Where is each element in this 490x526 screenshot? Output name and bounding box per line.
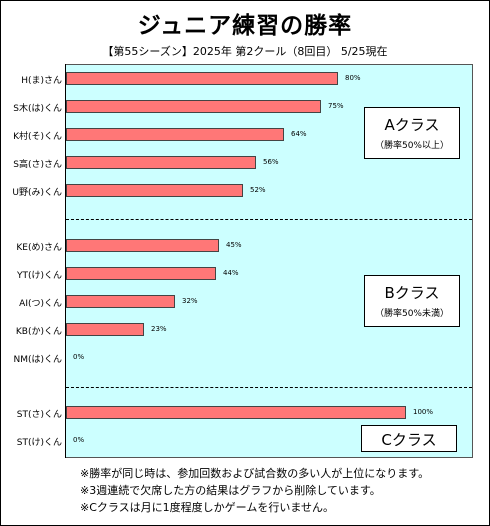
class-b-box: Bクラス （勝率50%未満） — [364, 275, 460, 327]
class-c-box: Cクラス — [361, 425, 457, 452]
chart-subtitle: 【第55シーズン】2025年 第2クール（8回目） 5/25現在 — [102, 45, 388, 58]
category-label: KE(め)さん — [16, 243, 62, 253]
class-a-note: （勝率50%以上） — [374, 141, 449, 151]
data-label: 64% — [291, 130, 307, 138]
data-label: 52% — [250, 186, 266, 194]
data-label: 56% — [263, 158, 279, 166]
category-label: U野(み)くん — [12, 188, 62, 198]
category-label: H(ま)さん — [21, 76, 62, 86]
data-label: 80% — [345, 74, 361, 82]
category-label: KB(か)くん — [15, 327, 62, 337]
bar — [66, 295, 175, 308]
class-c-label: Cクラス — [381, 431, 437, 449]
bar — [66, 406, 406, 419]
bar — [66, 267, 216, 280]
footnote-1: ※勝率が同じ時は、参加回数および試合数の多い人が上位になります。 — [80, 467, 430, 480]
class-a-label: Aクラス — [384, 116, 440, 134]
category-axis-line — [65, 64, 66, 458]
data-label: 0% — [73, 353, 85, 361]
category-label: YT(け)くん — [16, 271, 62, 281]
group-separator-ab — [66, 219, 472, 220]
bar — [66, 128, 284, 141]
category-label: NM(は)くん — [13, 355, 62, 365]
bar — [66, 72, 338, 85]
category-label: S木(は)くん — [13, 104, 62, 114]
bar — [66, 239, 219, 252]
footnotes: ※勝率が同じ時は、参加回数および試合数の多い人が上位になります。 ※3週連続で欠… — [80, 465, 429, 516]
bar — [66, 184, 243, 197]
class-b-note: （勝率50%未満） — [374, 309, 449, 319]
class-a-box: Aクラス （勝率50%以上） — [364, 107, 460, 159]
data-label: 75% — [328, 102, 344, 110]
data-label: 0% — [73, 436, 85, 444]
data-label: 32% — [182, 297, 198, 305]
data-label: 44% — [223, 269, 239, 277]
bar — [66, 100, 321, 113]
category-label: AI(つ)くん — [19, 299, 62, 309]
chart-title: ジュニア練習の勝率 — [137, 13, 353, 39]
bar — [66, 323, 144, 336]
category-label: S高(さ)さん — [13, 160, 62, 170]
bar — [66, 156, 256, 169]
class-b-label: Bクラス — [384, 284, 440, 302]
data-label: 100% — [413, 408, 434, 416]
footnote-3: ※Cクラスは月に1度程度しかゲームを行いません。 — [80, 501, 335, 514]
category-label: ST(け)くん — [16, 438, 62, 448]
category-label: ST(さ)くん — [16, 410, 62, 420]
data-label: 23% — [151, 325, 167, 333]
category-label: K村(そ)くん — [13, 132, 62, 142]
data-label: 45% — [226, 241, 242, 249]
group-separator-bc — [66, 387, 472, 388]
footnote-2: ※3週連続で欠席した方の結果はグラフから削除しています。 — [80, 484, 381, 497]
